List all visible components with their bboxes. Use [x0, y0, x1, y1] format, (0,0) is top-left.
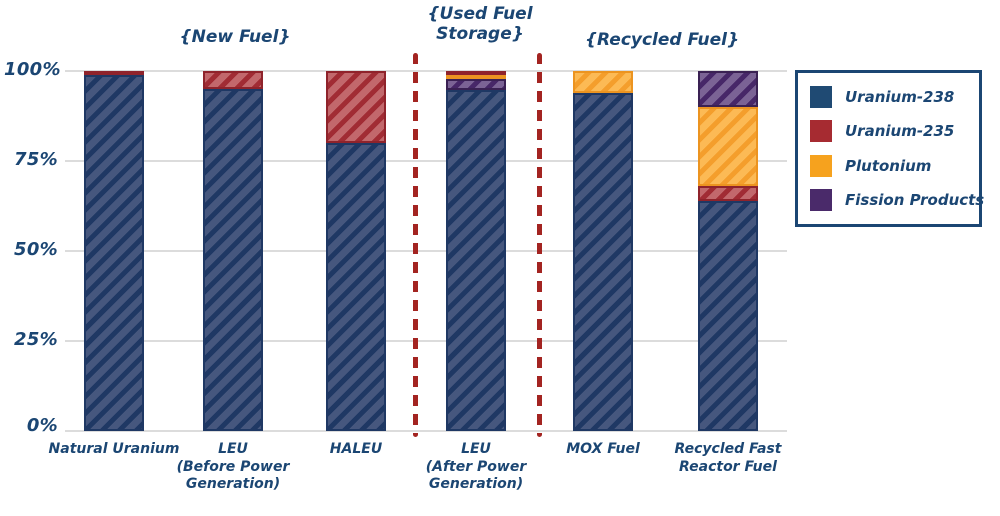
bar-segment-fission-products [698, 71, 758, 107]
bar-natural-uranium [84, 71, 144, 431]
x-axis-label-haleu: HALEU [329, 441, 383, 457]
bar-segment-uranium-238 [573, 92, 633, 431]
bar-recycled-fast-reactor-fuel [698, 71, 758, 431]
uranium-235-swatch-icon [810, 120, 832, 143]
y-axis-tick-50: 50% [14, 239, 58, 260]
bar-segment-plutonium [446, 75, 506, 79]
plot-area [65, 70, 787, 432]
gridline-25 [65, 340, 787, 342]
group-label-used-fuel-storage: {Used Fuel Storage} [427, 4, 533, 44]
gridline-75 [65, 160, 787, 162]
x-axis-label-leu-after: LEU (After Power Generation) [425, 441, 527, 492]
x-axis-label-natural-uranium: Natural Uranium [48, 441, 180, 457]
legend-label: Fission Products [845, 190, 985, 209]
bar-segment-fission-products [446, 79, 506, 90]
group-label-recycled-fuel: {Recycled Fuel} [584, 30, 740, 50]
x-axis-label-mox-fuel: MOX Fuel [566, 441, 640, 457]
bar-haleu [326, 71, 386, 431]
bar-segment-uranium-235 [203, 71, 263, 89]
gridline-0 [65, 430, 787, 432]
separator-used-fuel-left [413, 53, 418, 437]
bar-segment-uranium-235 [84, 71, 144, 75]
legend-item-uranium-235: Uranium-235 [810, 120, 967, 143]
bar-segment-plutonium [698, 107, 758, 187]
bar-segment-uranium-238 [84, 75, 144, 431]
gridline-50 [65, 250, 787, 252]
bar-segment-uranium-235 [698, 186, 758, 201]
legend: Uranium-238 Uranium-235 Plutonium Fissio… [795, 70, 984, 227]
y-axis-tick-25: 25% [14, 329, 58, 350]
bar-leu-after-power-generation [446, 71, 506, 431]
bar-leu-before-power-generation [203, 71, 263, 431]
bar-segment-uranium-235 [326, 71, 386, 143]
legend-item-plutonium: Plutonium [810, 154, 967, 177]
fission-products-swatch-icon [810, 188, 832, 211]
bar-segment-uranium-238 [446, 89, 506, 431]
y-axis-tick-100: 100% [4, 59, 61, 80]
gridline-100 [65, 70, 787, 72]
plutonium-swatch-icon [810, 154, 832, 177]
legend-label: Plutonium [845, 156, 932, 175]
bar-segment-uranium-238 [203, 89, 263, 431]
group-label-new-fuel: {New Fuel} [179, 27, 291, 47]
separator-used-fuel-right [537, 53, 542, 437]
bar-mox-fuel [573, 71, 633, 431]
legend-item-uranium-238: Uranium-238 [810, 86, 967, 108]
x-axis-label-leu-before: LEU (Before Power Generation) [176, 441, 290, 492]
bar-segment-uranium-235 [446, 71, 506, 75]
y-axis-tick-75: 75% [14, 149, 58, 170]
legend-label: Uranium-235 [845, 122, 955, 141]
y-axis-tick-0: 0% [26, 415, 58, 436]
legend-item-fission-products: Fission Products [810, 188, 984, 211]
bar-segment-uranium-238 [698, 200, 758, 431]
x-axis-label-recycled-fast: Recycled Fast Reactor Fuel [674, 441, 782, 475]
legend-label: Uranium-238 [845, 88, 955, 106]
bar-segment-uranium-238 [326, 143, 386, 431]
bar-segment-plutonium [573, 71, 633, 93]
uranium-238-swatch-icon [810, 86, 832, 108]
